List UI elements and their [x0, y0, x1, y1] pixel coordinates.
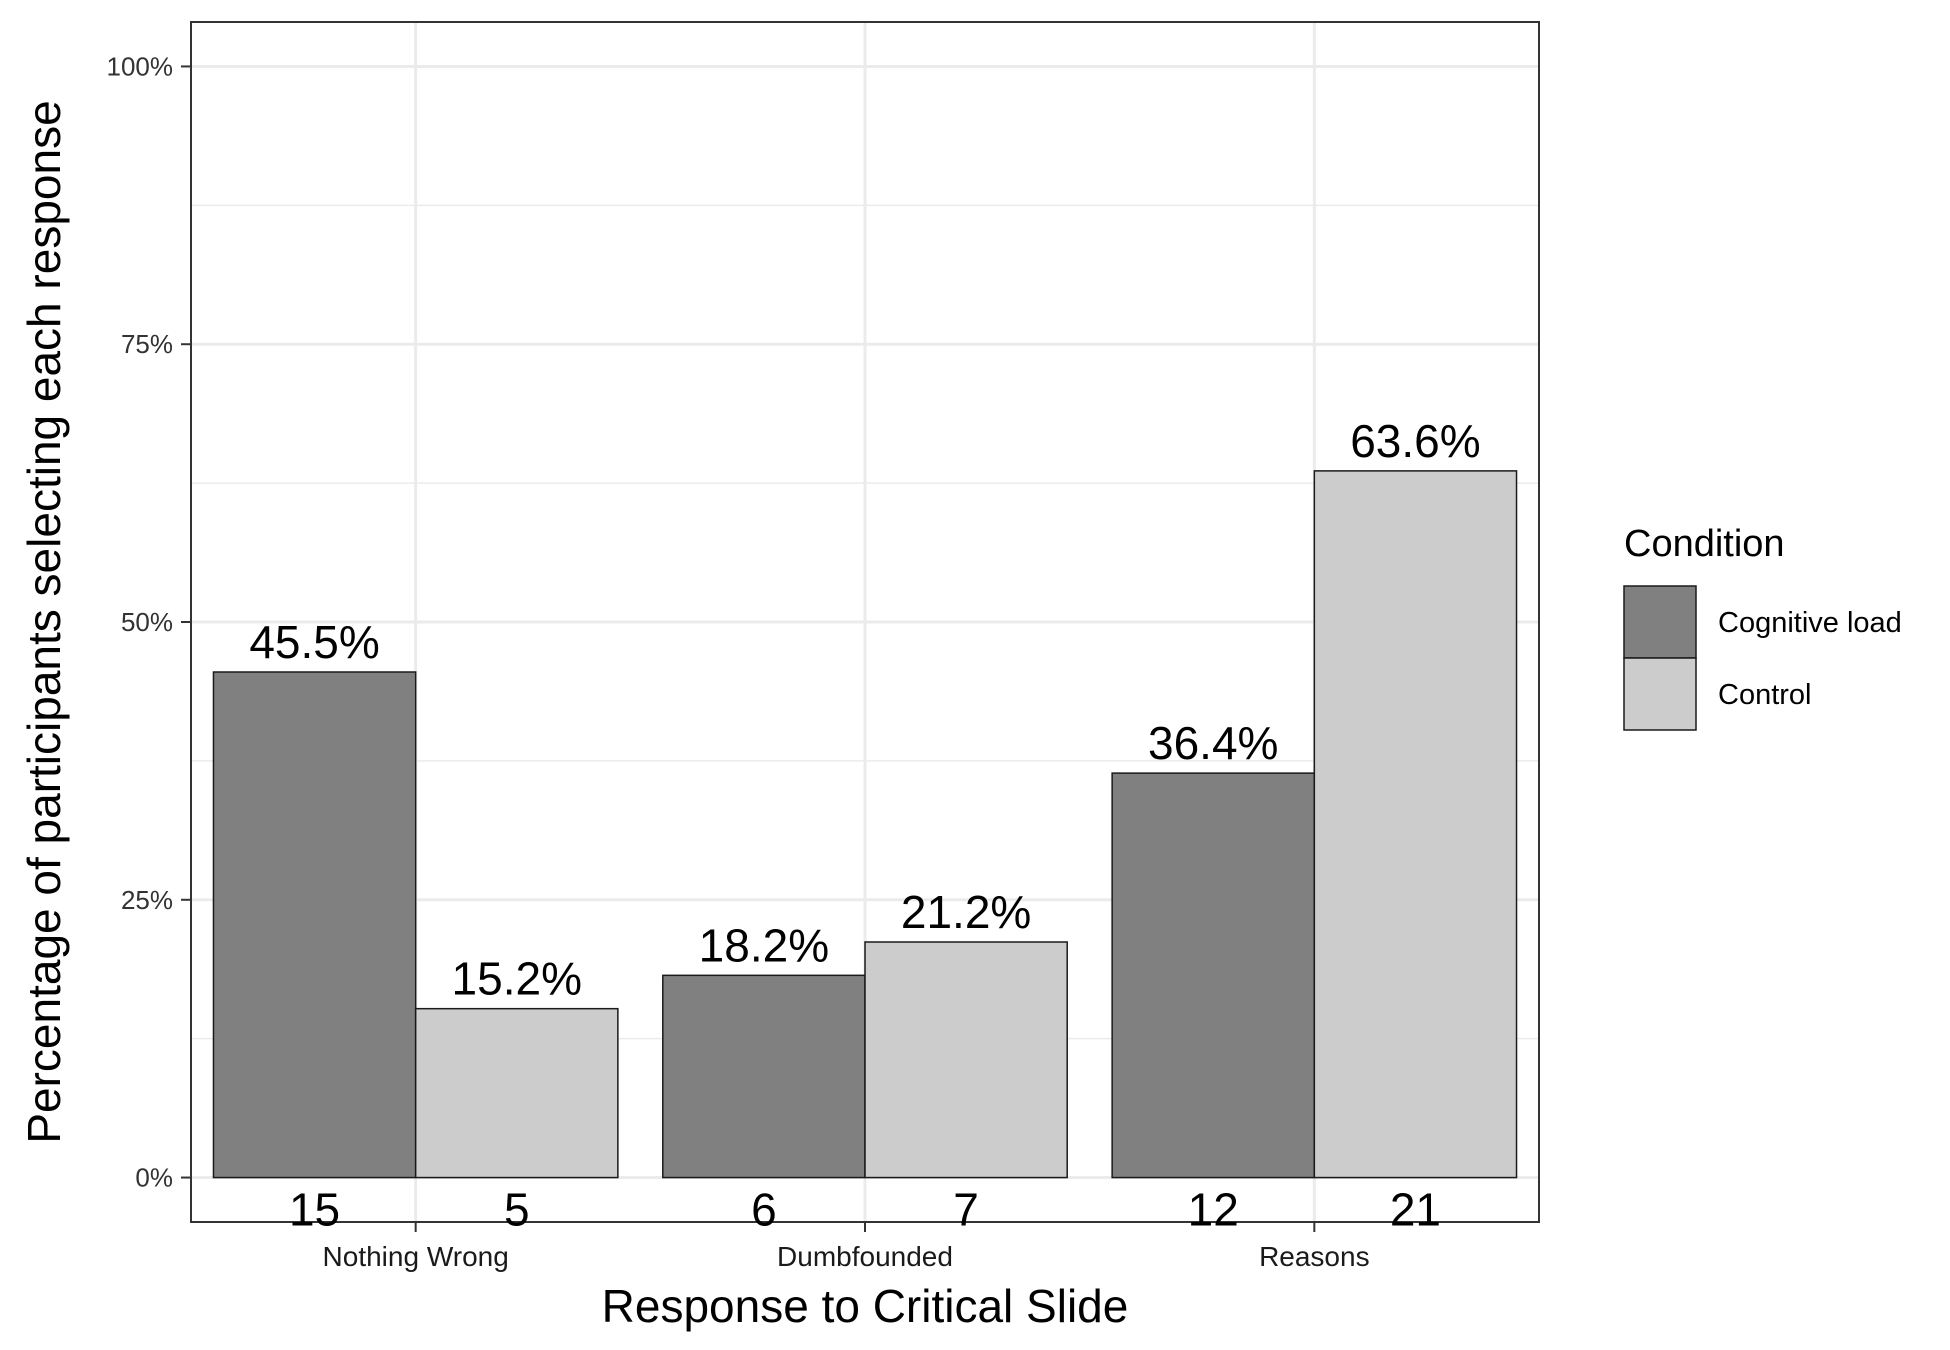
count-label: 7	[953, 1184, 979, 1236]
bar-control-reasons	[1313, 470, 1518, 1179]
bars	[212, 470, 1518, 1179]
x-tick-label: Dumbfounded	[777, 1241, 953, 1272]
count-label: 5	[504, 1184, 530, 1236]
value-label: 18.2%	[699, 919, 829, 971]
x-tick-label: Nothing Wrong	[323, 1241, 509, 1272]
bar-control-dumbfounded	[864, 941, 1068, 1179]
count-label: 15	[289, 1184, 340, 1236]
count-label: 12	[1188, 1184, 1239, 1236]
legend: Condition Cognitive load Control	[1623, 523, 1902, 731]
value-label: 45.5%	[249, 616, 379, 668]
y-axis-title: Percentage of participants selecting eac…	[18, 100, 70, 1143]
y-tick-label: 25%	[121, 885, 173, 915]
legend-title: Condition	[1624, 523, 1785, 565]
y-tick-label: 0%	[135, 1163, 173, 1193]
y-tick-label: 75%	[121, 329, 173, 359]
bar-control-nothing-wrong	[414, 1007, 619, 1179]
legend-key-control	[1623, 657, 1697, 731]
count-label: 21	[1390, 1184, 1441, 1236]
bar-cognitive-load-reasons	[1111, 772, 1316, 1179]
x-axis-title: Response to Critical Slide	[602, 1280, 1129, 1332]
x-tick-label: Reasons	[1259, 1241, 1370, 1272]
value-label: 36.4%	[1148, 717, 1278, 769]
bar-cognitive-load-dumbfounded	[662, 974, 866, 1179]
value-label: 15.2%	[452, 953, 582, 1005]
axes: 0% 25% 50% 75% 100% Nothing Wrong Dumbfounded R…	[107, 51, 1370, 1272]
value-label: 21.2%	[901, 886, 1031, 938]
y-tick-label: 100%	[107, 51, 174, 81]
legend-label: Cognitive load	[1718, 607, 1902, 639]
y-tick-label: 50%	[121, 607, 173, 637]
count-label: 6	[751, 1184, 777, 1236]
legend-label: Control	[1718, 679, 1812, 711]
data-labels: 45.5% 15 18.2% 6 36.4% 12 15.2% 5 21.2% 7 63.6% 21	[249, 415, 1480, 1236]
value-label: 63.6%	[1350, 415, 1480, 467]
legend-key-cognitive-load	[1623, 585, 1697, 659]
bar-cognitive-load-nothing-wrong	[212, 671, 417, 1179]
